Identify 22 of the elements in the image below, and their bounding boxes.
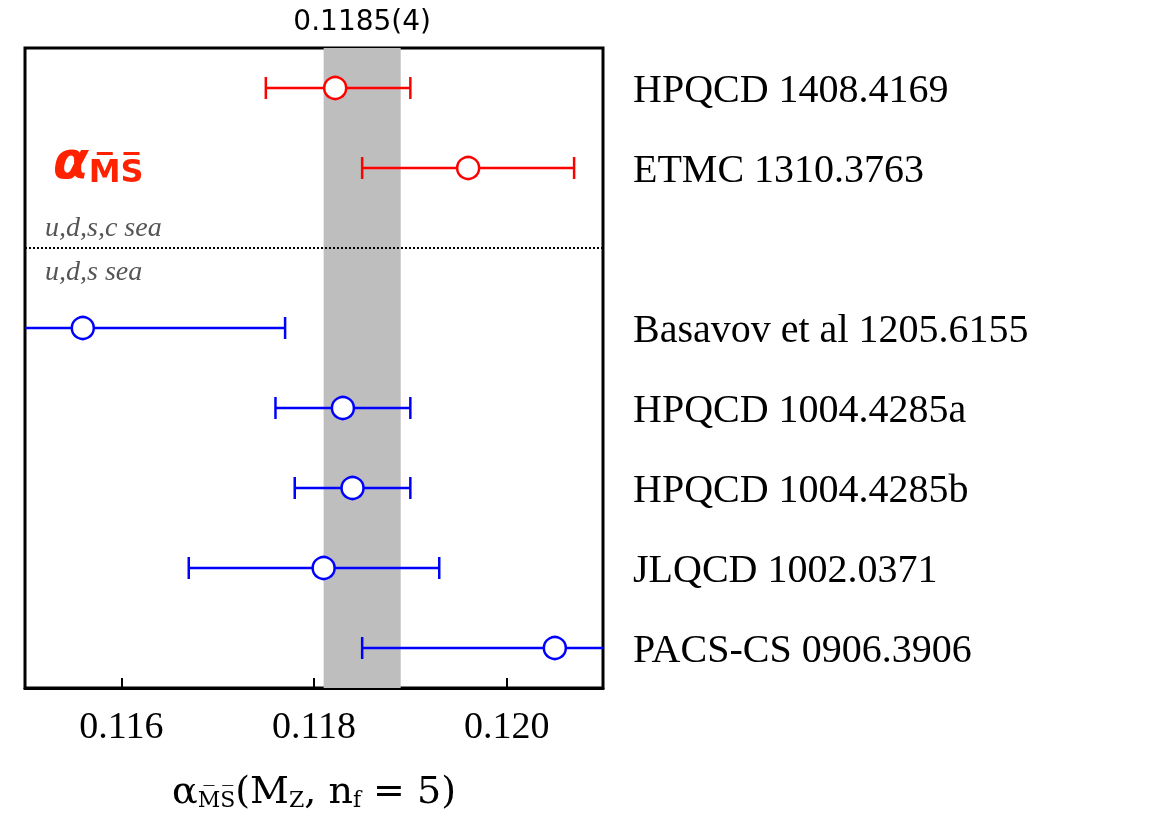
x-tick-label: 0.120	[463, 704, 550, 746]
point	[70, 315, 96, 341]
y-tick-label: JLQCD 1002.0371	[633, 545, 938, 591]
y-tick-label: HPQCD 1004.4285a	[633, 385, 967, 431]
annotation: u,d,s sea	[45, 254, 143, 286]
text: αM̅S̅	[53, 130, 144, 190]
point	[322, 75, 348, 101]
y-tick-label: HPQCD 1408.4169	[633, 65, 949, 111]
point	[311, 555, 336, 581]
y-tick-label: ETMC 1310.3763	[633, 145, 925, 191]
y-tick-label: HPQCD 1004.4285b	[633, 465, 969, 511]
annotation: u,d,s,c sea	[45, 210, 162, 242]
point	[330, 395, 356, 421]
x-tick-label: 0.118	[271, 704, 357, 746]
point	[455, 155, 481, 181]
point	[340, 475, 365, 501]
x-axis-title: αM̅S̅(MZ, nf = 5)	[171, 768, 457, 812]
point	[542, 635, 568, 661]
y-tick-label: PACS-CS 0906.3906	[633, 625, 972, 671]
band-label: 0.1185(4)	[293, 3, 431, 37]
x-tick-label: 0.116	[79, 704, 164, 746]
y-tick-label: Basavov et al 1205.6155	[633, 305, 1029, 351]
